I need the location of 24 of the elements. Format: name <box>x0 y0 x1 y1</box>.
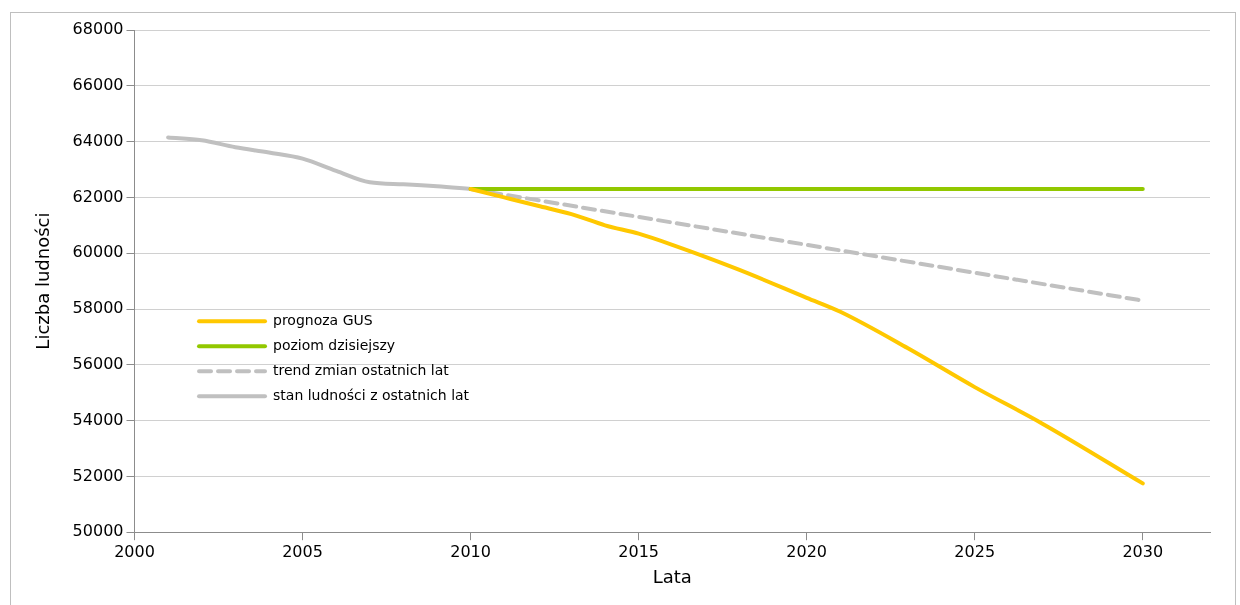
x-tick-label: 2015 <box>618 541 659 561</box>
legend-label: poziom dzisiejszy <box>273 336 396 353</box>
y-axis-title: Liczba ludności <box>32 212 54 350</box>
x-tick-label: 2005 <box>282 541 323 561</box>
y-tick-label: 54000 <box>72 409 124 429</box>
y-tick-label: 62000 <box>72 186 124 206</box>
y-tick-label: 50000 <box>72 521 124 541</box>
y-tick-label: 68000 <box>72 19 124 39</box>
legend-label: stan ludności z ostatnich lat <box>273 386 470 403</box>
legend-label: trend zmian ostatnich lat <box>273 361 450 378</box>
x-tick-label: 2000 <box>114 541 155 561</box>
y-tick-label: 66000 <box>72 74 124 94</box>
y-tick-label: 60000 <box>72 242 124 262</box>
x-tick-label: 2010 <box>450 541 491 561</box>
y-tick-label: 58000 <box>72 298 124 318</box>
y-tick-label: 56000 <box>72 353 124 373</box>
y-tick-label: 64000 <box>72 130 124 150</box>
x-axis-title: Lata <box>652 565 692 587</box>
line-series <box>468 187 1145 486</box>
y-tick-label: 52000 <box>72 465 124 485</box>
legend-label: prognoza GUS <box>273 311 373 328</box>
x-tick-label: 2025 <box>954 541 996 561</box>
x-tick-label: 2020 <box>786 541 828 561</box>
x-tick-label: 2030 <box>1122 541 1164 561</box>
